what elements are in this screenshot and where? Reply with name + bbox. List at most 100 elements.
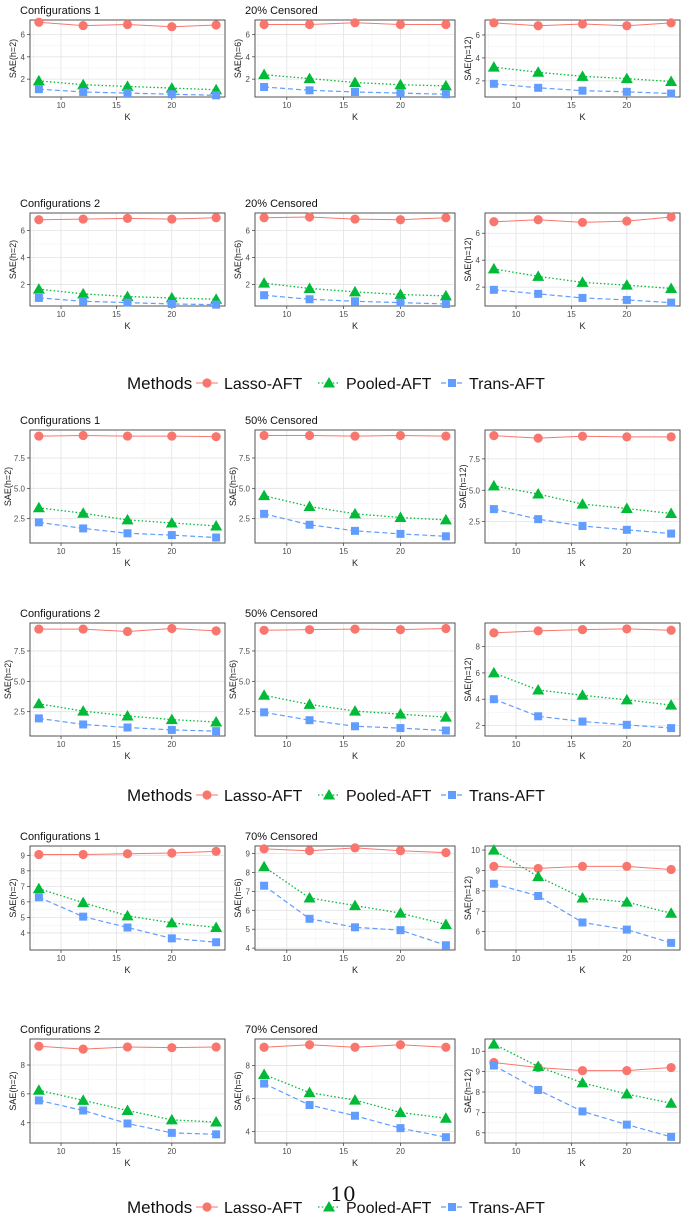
y-tick-label: 2 bbox=[21, 75, 26, 84]
panel-border bbox=[29, 622, 226, 737]
y-tick-label: 6 bbox=[246, 906, 251, 915]
point-lasso-aft bbox=[167, 623, 177, 634]
point-lasso-aft bbox=[622, 861, 632, 871]
legend-entry-label: Trans-AFT bbox=[469, 1200, 545, 1217]
panel-b2-r2-c1: 10 15 20 2.5 5.0 7.5 K SAE(h=2) Configurations 2 bbox=[3, 608, 226, 761]
y-tick-label: 5.0 bbox=[14, 677, 26, 686]
y-tick-label: 2 bbox=[21, 280, 26, 289]
panel-title: 50% Censored bbox=[245, 415, 318, 427]
panel-background bbox=[254, 429, 456, 544]
point-pooled-aft bbox=[532, 488, 545, 499]
point-pooled-aft bbox=[165, 291, 178, 303]
point-pooled-aft bbox=[439, 79, 452, 91]
point-pooled-aft bbox=[665, 282, 678, 293]
y-tick-label: 2.5 bbox=[469, 518, 481, 527]
y-axis-label: SAE(h=12) bbox=[463, 36, 473, 80]
legend-block-1: Methods Lasso-AFT Pooled-AFT Trans-AFT bbox=[127, 374, 545, 393]
y-tick-label: 5 bbox=[246, 925, 251, 934]
point-lasso-aft bbox=[211, 846, 221, 857]
panel-background bbox=[254, 845, 456, 951]
point-pooled-aft bbox=[77, 896, 90, 908]
panel-b2-r2-c3: 10 15 20 2 4 6 8 K SAE(h=12) bbox=[463, 622, 681, 761]
point-trans-aft bbox=[34, 893, 43, 902]
point-pooled-aft bbox=[121, 909, 134, 921]
point-trans-aft bbox=[79, 524, 88, 533]
point-lasso-aft bbox=[350, 214, 360, 224]
x-tick-label: 20 bbox=[622, 310, 631, 319]
legend-key-marker bbox=[448, 791, 456, 799]
panel-b2-r1-c3: 10 15 20 2.5 5.0 7.5 K SAE(h=12) bbox=[458, 429, 681, 568]
point-lasso-aft bbox=[259, 1042, 269, 1052]
x-axis-label: K bbox=[579, 1158, 585, 1168]
x-tick-label: 20 bbox=[167, 1147, 176, 1156]
y-axis-label: SAE(h=6) bbox=[233, 240, 243, 279]
point-pooled-aft bbox=[77, 287, 90, 299]
point-lasso-aft bbox=[211, 432, 221, 442]
point-pooled-aft bbox=[394, 708, 407, 719]
point-trans-aft bbox=[167, 725, 176, 734]
legend-entry-label: Lasso-AFT bbox=[224, 788, 302, 805]
x-tick-label: 15 bbox=[567, 1147, 576, 1156]
y-axis-label: SAE(h=12) bbox=[458, 464, 468, 508]
x-tick-label: 15 bbox=[112, 547, 121, 556]
y-axis-label: SAE(h=2) bbox=[3, 467, 13, 506]
point-lasso-aft bbox=[577, 19, 588, 29]
point-pooled-aft bbox=[258, 860, 271, 872]
point-pooled-aft bbox=[487, 1038, 500, 1049]
point-trans-aft bbox=[212, 938, 221, 947]
x-tick-label: 15 bbox=[112, 310, 121, 319]
point-trans-aft bbox=[123, 723, 132, 732]
panel-background bbox=[29, 429, 226, 544]
point-trans-aft bbox=[578, 717, 587, 726]
panel-border bbox=[254, 212, 456, 307]
y-tick-label: 6 bbox=[476, 31, 481, 40]
point-lasso-aft bbox=[167, 848, 177, 858]
panel-border bbox=[484, 845, 681, 951]
point-lasso-aft bbox=[304, 430, 315, 441]
point-lasso-aft bbox=[350, 624, 360, 634]
point-pooled-aft bbox=[32, 74, 45, 86]
point-pooled-aft bbox=[620, 502, 633, 513]
y-tick-label: 5.0 bbox=[239, 484, 251, 493]
y-tick-label: 9 bbox=[246, 850, 251, 859]
y-tick-label: 4 bbox=[476, 54, 481, 63]
panel-b1-r2-c3: 10 15 20 2 4 6 K SAE(h=12) bbox=[463, 212, 681, 331]
point-lasso-aft bbox=[211, 213, 221, 223]
point-trans-aft bbox=[79, 1106, 88, 1115]
point-trans-aft bbox=[260, 291, 269, 300]
x-tick-label: 20 bbox=[396, 310, 405, 319]
point-pooled-aft bbox=[620, 279, 633, 290]
point-lasso-aft bbox=[395, 1040, 406, 1050]
panel-b1-r1-c2: 10 15 20 2 4 6 K SAE(h=6) 20% Censored bbox=[233, 5, 456, 122]
legend-entry-label: Pooled-AFT bbox=[346, 788, 432, 805]
point-lasso-aft bbox=[577, 624, 588, 635]
point-lasso-aft bbox=[34, 849, 44, 860]
x-axis-label: K bbox=[352, 558, 358, 568]
x-axis-label: K bbox=[124, 558, 130, 568]
legend-entry-label: Trans-AFT bbox=[469, 788, 545, 805]
point-lasso-aft bbox=[167, 1043, 177, 1053]
point-pooled-aft bbox=[620, 693, 633, 705]
point-lasso-aft bbox=[533, 433, 543, 443]
y-axis-label: SAE(h=6) bbox=[228, 467, 238, 506]
legend-key-marker bbox=[202, 1202, 212, 1212]
point-lasso-aft bbox=[622, 21, 632, 31]
point-lasso-aft bbox=[122, 1042, 133, 1052]
point-trans-aft bbox=[396, 89, 405, 98]
point-lasso-aft bbox=[350, 1042, 360, 1052]
point-lasso-aft bbox=[259, 625, 269, 635]
point-lasso-aft bbox=[441, 213, 451, 223]
x-tick-label: 20 bbox=[167, 954, 176, 963]
x-tick-label: 20 bbox=[396, 954, 405, 963]
point-pooled-aft bbox=[258, 68, 271, 80]
point-pooled-aft bbox=[487, 844, 500, 855]
y-tick-label: 9 bbox=[476, 866, 481, 875]
point-trans-aft bbox=[305, 295, 314, 304]
point-pooled-aft bbox=[303, 72, 316, 84]
point-pooled-aft bbox=[258, 277, 271, 288]
point-trans-aft bbox=[79, 912, 88, 921]
point-trans-aft bbox=[489, 1061, 498, 1070]
y-tick-label: 4 bbox=[246, 53, 251, 62]
x-tick-label: 15 bbox=[112, 740, 121, 749]
x-tick-label: 10 bbox=[512, 1147, 521, 1156]
